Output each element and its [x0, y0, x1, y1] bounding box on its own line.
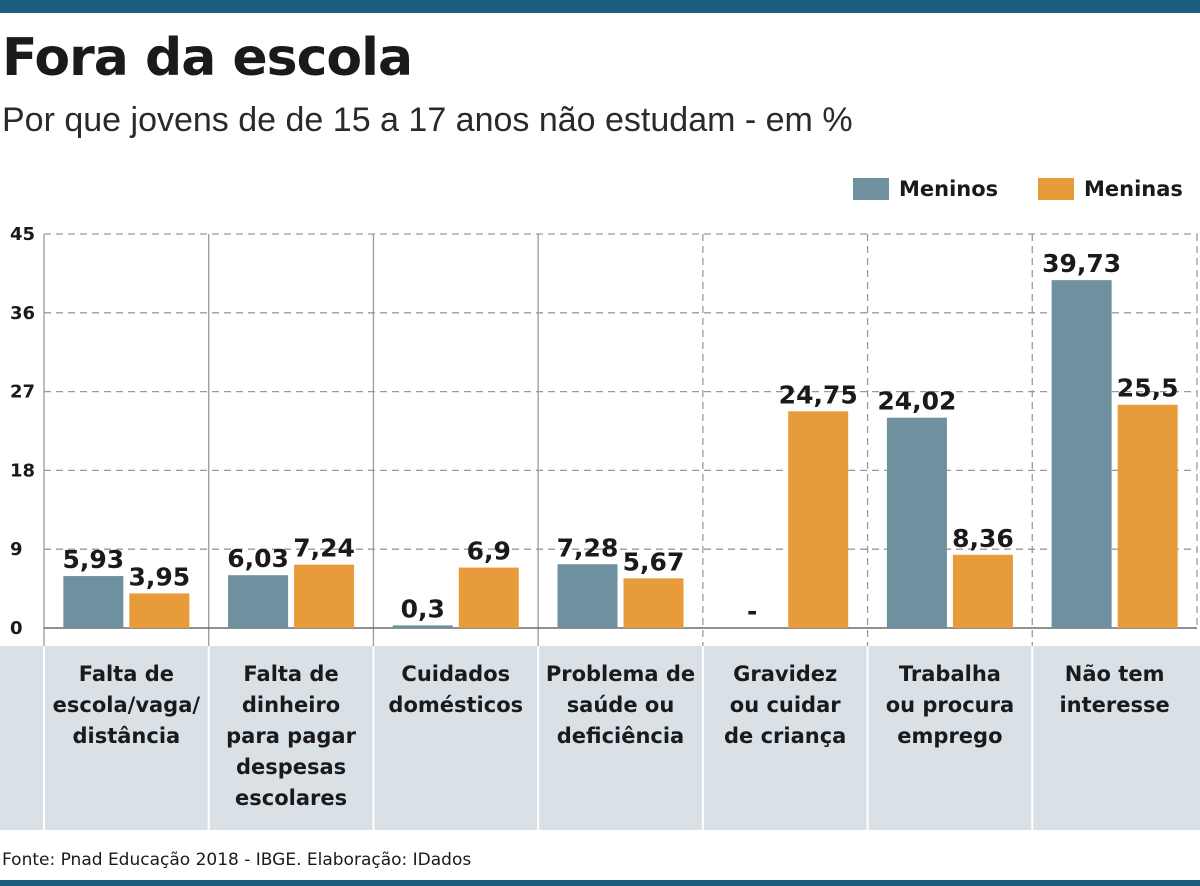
data-label-meninos-2: 0,3	[401, 594, 445, 623]
data-label-meninas-1: 7,24	[293, 534, 355, 563]
category-label-3: Problema de saúde ou deficiência	[545, 662, 696, 748]
data-label-meninos-3: 7,28	[557, 533, 619, 562]
legend-meninos: Meninos	[853, 175, 998, 203]
top-bar	[0, 0, 1200, 13]
bar-meninas-5	[952, 554, 1013, 628]
y-tick-label-36: 36	[10, 303, 35, 324]
y-tick-label-18: 18	[10, 460, 35, 481]
data-label-meninas-3: 5,67	[623, 547, 685, 576]
legend-label-meninas: Meninas	[1084, 177, 1183, 201]
source-note: Fonte: Pnad Educação 2018 - IBGE. Elabor…	[2, 850, 472, 870]
bar-meninas-2	[458, 567, 519, 628]
y-tick-label-9: 9	[10, 539, 23, 560]
bar-meninas-4	[788, 411, 849, 628]
data-label-meninos-5: 24,02	[877, 387, 956, 416]
bar-meninas-6	[1117, 404, 1178, 628]
data-label-meninos-6: 39,73	[1042, 249, 1121, 278]
bar-meninas-3	[623, 578, 684, 628]
category-label-5: Trabalha ou procura emprego	[885, 662, 1015, 748]
bar-meninas-0	[129, 593, 190, 628]
data-label-meninos-0: 5,93	[63, 545, 125, 574]
y-tick-label-27: 27	[10, 382, 35, 403]
data-label-meninas-6: 25,5	[1117, 374, 1179, 403]
bar-meninos-2	[392, 625, 453, 628]
category-label-6: Não tem interesse	[1059, 662, 1170, 717]
bar-meninos-3	[557, 564, 618, 628]
legend-label-meninos: Meninos	[899, 177, 999, 201]
category-band	[0, 646, 1200, 830]
legend-meninas: Meninas	[1038, 175, 1183, 203]
bar-meninos-6	[1051, 280, 1112, 628]
data-label-meninos-1: 6,03	[227, 544, 289, 573]
data-label-meninas-2: 6,9	[467, 537, 511, 566]
chart-title: Fora da escola	[2, 28, 413, 88]
legend-swatch-meninos	[853, 178, 889, 200]
bar-meninas-1	[294, 564, 355, 628]
y-tick-label-0: 0	[10, 618, 23, 639]
data-label-meninas-5: 8,36	[952, 524, 1014, 553]
bar-meninos-5	[886, 417, 947, 628]
category-label-2: Cuidados domésticos	[388, 662, 524, 717]
data-label-meninos-4: -	[747, 597, 757, 626]
category-label-1: Falta de dinheiro para pagar despesas es…	[226, 662, 356, 810]
category-label-4: Gravidez ou cuidar de criança	[724, 662, 847, 748]
bottom-bar	[0, 880, 1200, 886]
category-label-0: Falta de escola/vaga/ distância	[52, 662, 201, 748]
data-label-meninas-0: 3,95	[129, 562, 191, 591]
bar-meninos-1	[228, 575, 289, 628]
data-label-meninas-4: 24,75	[779, 380, 858, 409]
chart-subtitle: Por que jovens de de 15 a 17 anos não es…	[2, 101, 853, 139]
legend-swatch-meninas	[1038, 178, 1074, 200]
y-tick-label-45: 45	[10, 224, 35, 245]
bar-meninos-0	[63, 576, 124, 628]
